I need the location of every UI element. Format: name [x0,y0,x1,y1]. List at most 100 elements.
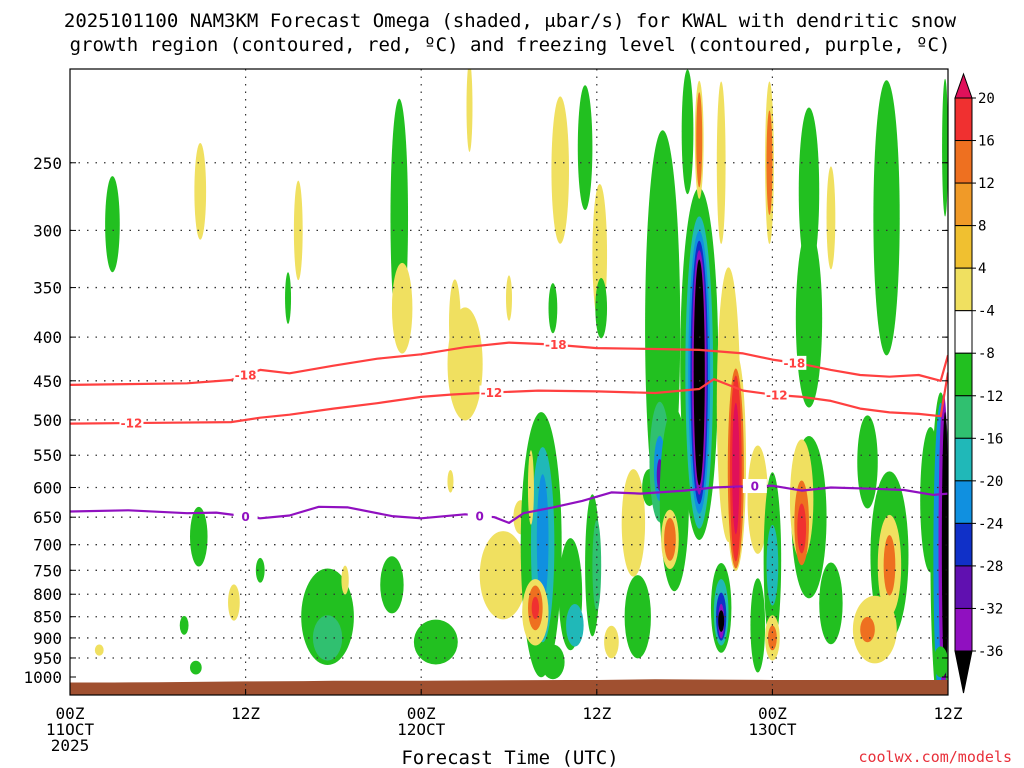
dgz-minus12-contour-label-bg [479,385,504,400]
y-tick-label: 500 [33,411,62,430]
omega-blob [380,556,404,614]
dgz-minus12-contour-label: -12 [766,388,788,402]
colorbar-segment [954,310,973,354]
freezing-level-contour-line [70,484,948,524]
dgz-minus18-contour-label-bg [233,367,258,382]
colorbar-top-arrow [954,72,973,99]
omega-blob [681,69,694,195]
y-tick-label: 250 [33,154,62,173]
omega-blob [857,415,878,509]
omega-blob [595,278,608,339]
omega-blob [341,565,349,595]
credit-text: coolwx.com/models [858,748,1012,766]
y-tick-label: 800 [33,585,62,604]
omega-blob [536,474,549,605]
omega-blob [194,142,207,240]
colorbar-segment [954,182,973,227]
y-tick-label: 350 [33,279,62,298]
omega-blob [768,625,777,651]
y-tick-label: 850 [33,608,62,627]
dgz-minus18-contour-label-bg [543,337,568,352]
x-tick-label: 13OCT [748,720,797,739]
colorbar-label: 4 [978,261,986,277]
colorbar-label: -32 [978,601,1003,617]
omega-blob [933,646,948,678]
omega-blob [750,578,766,673]
omega-blob [883,535,896,596]
omega-blob [696,92,703,188]
dgz-minus18-contour-label-bg [782,355,807,370]
colorbar-label: -36 [978,644,1003,660]
omega-blob [819,562,843,645]
ground-layer [70,679,948,695]
omega-blob [541,644,565,680]
x-tick-label: 11OCT [46,720,95,739]
x-tick-label: 00Z [758,704,787,723]
omega-blob [293,180,303,281]
colorbar-segment [954,565,973,609]
omega-blob [479,531,527,620]
y-axis: 250 300 350 400 450 500 550 600 650 700 750 800 850 9… [23,154,948,687]
freezing-level-contour-label-bg [467,508,492,523]
omega-blob [105,176,120,273]
omega-blob [873,80,900,356]
dgz-minus12-contour-label-bg [119,416,144,431]
colorbar-segment [954,522,973,567]
dgz-minus12-contour-line [70,372,948,425]
omega-blob [621,469,646,577]
omega-blob [527,450,534,525]
y-tick-label: 650 [33,508,62,527]
x-tick-label: 00Z [407,704,436,723]
omega-blob [447,469,454,493]
omega-blob [466,69,473,152]
omega-shading [94,69,948,695]
colorbar-label: -24 [978,516,1003,532]
contour-lines: -12 -12 -12 -18 -18 -18 0 0 0 [70,337,948,524]
omega-blob [798,107,820,276]
freezing-level-contour-label: 0 [241,510,249,524]
omega-blob [548,283,558,334]
omega-blob [551,96,569,244]
omega-blob [531,596,539,620]
y-tick-label: 950 [33,649,62,668]
colorbar-label: 16 [978,134,995,150]
omega-blob [228,584,240,621]
omega-blob [747,445,769,554]
omega-blob [179,615,189,635]
omega-blob [255,557,265,583]
ground-fill [70,679,948,695]
dgz-minus18-contour-line [70,341,948,386]
y-tick-label: 450 [33,372,62,391]
x-axis-title: Forecast Time (UTC) [401,747,618,768]
colorbar-segment [954,607,973,652]
colorbar-segment [954,140,973,184]
chart-title-line-2: growth region (contoured, red, ºC) and f… [70,34,951,56]
chart-title-line-1: 2025101100 NAM3KM Forecast Omega (shaded… [64,10,957,32]
omega-blob [797,503,807,554]
omega-blob [604,625,619,659]
colorbar-label: -4 [978,304,995,320]
y-tick-label: 300 [33,221,62,240]
colorbar-segment [954,352,973,397]
colorbar-bottom-arrow [954,650,973,694]
omega-blob [860,616,875,643]
colorbar-segment [954,97,973,142]
dgz-minus18-contour-label: -18 [545,338,567,352]
colorbar-label: 20 [978,91,995,107]
colorbar-segment [954,395,973,439]
omega-blob [312,615,343,661]
omega-blob [826,166,836,270]
y-tick-label: 750 [33,561,62,580]
dgz-minus12-contour-label: -12 [481,386,503,400]
omega-blob [766,110,773,216]
omega-blob [732,402,740,535]
freezing-level-contour-label: 0 [476,509,484,523]
dgz-minus12-contour-label: -12 [121,417,143,431]
colorbar-segment [954,225,973,269]
grid-lines [70,69,948,695]
x-tick-label: 12OCT [397,720,446,739]
dgz-minus18-contour-label: -18 [235,368,257,382]
omega-blob [413,619,458,665]
colorbar-segment [954,437,973,482]
